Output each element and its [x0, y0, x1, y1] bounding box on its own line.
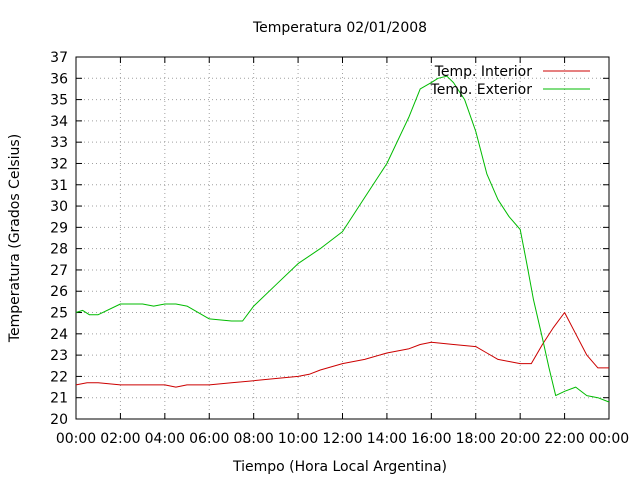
y-tick-label: 34 [50, 114, 68, 130]
x-tick-label: 06:00 [189, 431, 229, 447]
y-tick-label: 28 [50, 242, 68, 258]
y-tick-label: 20 [50, 412, 68, 428]
y-tick-label: 29 [50, 220, 68, 236]
y-tick-label: 21 [50, 391, 68, 407]
series-lines [75, 75, 610, 403]
x-axis-ticks: 00:00 02:00 04:00 06:00 08:00 10:00 12:00 14:00… [56, 57, 629, 447]
x-tick-label: 00:00 [589, 431, 629, 447]
x-tick-label: 18:00 [456, 431, 496, 447]
y-tick-label: 25 [50, 306, 68, 322]
x-tick-label: 00:00 [56, 431, 96, 447]
y-tick-label: 31 [50, 178, 68, 194]
legend-label-exterior: Temp. Exterior [430, 82, 533, 98]
x-tick-label: 14:00 [367, 431, 407, 447]
x-tick-label: 02:00 [100, 431, 140, 447]
x-tick-label: 04:00 [145, 431, 185, 447]
y-tick-label: 32 [50, 156, 68, 172]
series-line-temp-exterior [75, 75, 610, 403]
y-axis-ticks: 20 21 22 23 24 25 26 27 28 29 30 31 32 33 34 35 36 37 [50, 50, 609, 428]
y-tick-label: 33 [50, 135, 68, 151]
x-tick-label: 08:00 [233, 431, 273, 447]
grid [76, 57, 609, 419]
x-tick-label: 12:00 [322, 431, 362, 447]
chart-title: Temperatura 02/01/2008 [252, 20, 427, 36]
x-axis-label: Tiempo (Hora Local Argentina) [232, 459, 447, 475]
y-tick-label: 23 [50, 348, 68, 364]
y-tick-label: 22 [50, 369, 68, 385]
y-tick-label: 30 [50, 199, 68, 215]
x-tick-label: 10:00 [278, 431, 318, 447]
y-tick-label: 36 [50, 71, 68, 87]
x-tick-label: 20:00 [500, 431, 540, 447]
y-tick-label: 37 [50, 50, 68, 66]
y-tick-label: 35 [50, 93, 68, 109]
y-tick-label: 27 [50, 263, 68, 279]
y-tick-label: 24 [50, 327, 68, 343]
y-axis-label: Temperatura (Grados Celsius) [7, 134, 23, 343]
y-tick-label: 26 [50, 284, 68, 300]
series-line-temp-interior [75, 312, 609, 388]
x-tick-label: 16:00 [411, 431, 451, 447]
legend: Temp. Interior Temp. Exterior [430, 64, 590, 98]
legend-label-interior: Temp. Interior [434, 64, 533, 80]
x-tick-label: 22:00 [544, 431, 584, 447]
